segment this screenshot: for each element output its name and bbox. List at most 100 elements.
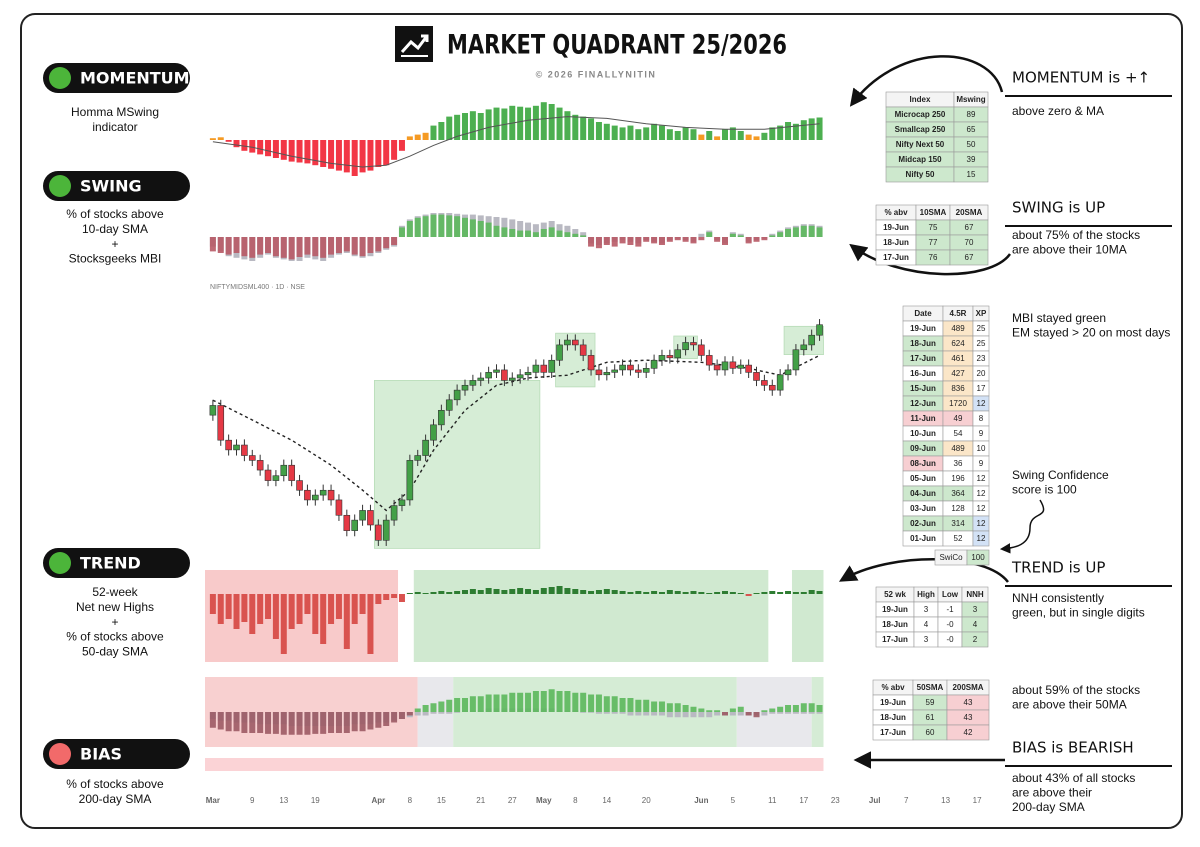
bar xyxy=(320,594,327,644)
bar xyxy=(611,125,618,140)
table-cell: 3 xyxy=(924,635,929,644)
table-cell: 128 xyxy=(951,504,965,513)
bar xyxy=(414,708,421,712)
data-table: Index Mswing Microcap 250 89 Smallcap 250 65 N… xyxy=(885,91,989,183)
bar xyxy=(737,235,744,237)
bar xyxy=(792,123,799,140)
bar xyxy=(501,694,508,712)
bar xyxy=(729,127,736,140)
x-tick-label: 11 xyxy=(768,796,777,805)
candle-body xyxy=(225,439,232,451)
table-header: Date xyxy=(914,309,932,318)
bar xyxy=(651,123,658,140)
bar xyxy=(588,118,595,140)
table-cell: Smallcap 250 xyxy=(895,125,946,134)
bar xyxy=(509,692,516,712)
x-tick-label: 21 xyxy=(476,796,485,805)
table-cell: 77 xyxy=(929,238,938,247)
table-cell: 20 xyxy=(977,369,986,378)
bar xyxy=(280,712,287,735)
bar xyxy=(548,227,555,237)
bar xyxy=(280,594,287,654)
bar xyxy=(714,710,721,712)
bar xyxy=(548,587,555,594)
table-cell: 09-Jun xyxy=(910,444,936,453)
candle-body xyxy=(280,464,288,477)
bar xyxy=(288,237,295,260)
table-cell: 01-Jun xyxy=(910,534,936,543)
table-cell: 04-Jun xyxy=(910,489,936,498)
note-heading: BIAS is BEARISH xyxy=(1012,739,1134,757)
candle-body xyxy=(800,344,808,351)
candle-body xyxy=(666,355,674,359)
table-cell: 10-Jun xyxy=(910,429,936,438)
table-cell: 43 xyxy=(964,713,973,722)
bar xyxy=(383,237,390,249)
table-cell: 25 xyxy=(977,339,986,348)
bar xyxy=(414,712,421,716)
bar xyxy=(745,134,752,140)
bar xyxy=(209,138,216,140)
candle-body xyxy=(705,355,713,366)
table-cell-bg xyxy=(949,249,989,266)
table-cell: 08-Jun xyxy=(910,459,936,468)
bar xyxy=(588,237,595,247)
bar xyxy=(517,588,524,594)
section-desc: % of stocks above xyxy=(66,207,164,221)
candle-body xyxy=(729,361,737,369)
bar xyxy=(816,705,823,712)
zone xyxy=(205,758,824,771)
bar xyxy=(698,237,705,241)
table-cell: 18-Jun xyxy=(910,339,936,348)
bar xyxy=(343,594,350,649)
x-tick-label: Apr xyxy=(371,796,385,805)
bar xyxy=(304,712,311,735)
bar xyxy=(265,712,272,734)
section-pill xyxy=(43,63,190,93)
x-tick-label: 8 xyxy=(408,796,413,805)
bar xyxy=(808,225,815,237)
table-cell: Midcap 150 xyxy=(898,155,942,164)
bar xyxy=(816,591,823,594)
bar xyxy=(572,229,579,237)
table-cell: 89 xyxy=(967,110,976,119)
bar xyxy=(603,712,610,714)
table-cell: 52 xyxy=(954,534,963,543)
note-line: about 59% of the stocks xyxy=(1012,683,1140,697)
table-cell: 461 xyxy=(951,354,965,363)
section-desc: 52-week xyxy=(92,585,138,599)
candle-body xyxy=(438,410,445,426)
note-heading: MOMENTUM is +↑ xyxy=(1012,69,1150,87)
candle-body xyxy=(327,489,335,501)
bar xyxy=(446,592,453,594)
section-label: BIAS xyxy=(80,745,122,764)
bar xyxy=(383,712,390,726)
candle-body xyxy=(288,464,295,481)
candle-body xyxy=(359,510,366,521)
bar xyxy=(320,140,327,167)
bar xyxy=(769,591,776,594)
bar xyxy=(611,590,618,594)
ma-line xyxy=(212,116,820,168)
candle-body xyxy=(784,369,792,376)
bar xyxy=(619,127,626,140)
bar xyxy=(430,712,437,714)
candle-body xyxy=(816,324,823,336)
table-cell: 61 xyxy=(926,713,935,722)
bar xyxy=(493,107,500,140)
bar xyxy=(808,712,815,714)
table-cell: 65 xyxy=(967,125,976,134)
bar xyxy=(391,712,398,723)
candle-body xyxy=(390,505,398,521)
note-line: are above their xyxy=(1012,786,1092,800)
section-desc: % of stocks above xyxy=(66,777,164,791)
table-cell: 12 xyxy=(977,399,986,408)
note-line: 200-day SMA xyxy=(1012,800,1085,814)
bar xyxy=(462,698,468,712)
bar xyxy=(485,694,492,712)
bar xyxy=(588,712,595,713)
bar xyxy=(446,712,453,714)
bar xyxy=(406,593,413,594)
note-rules xyxy=(1005,95,1172,767)
table-cell: 17-Jun xyxy=(882,635,908,644)
